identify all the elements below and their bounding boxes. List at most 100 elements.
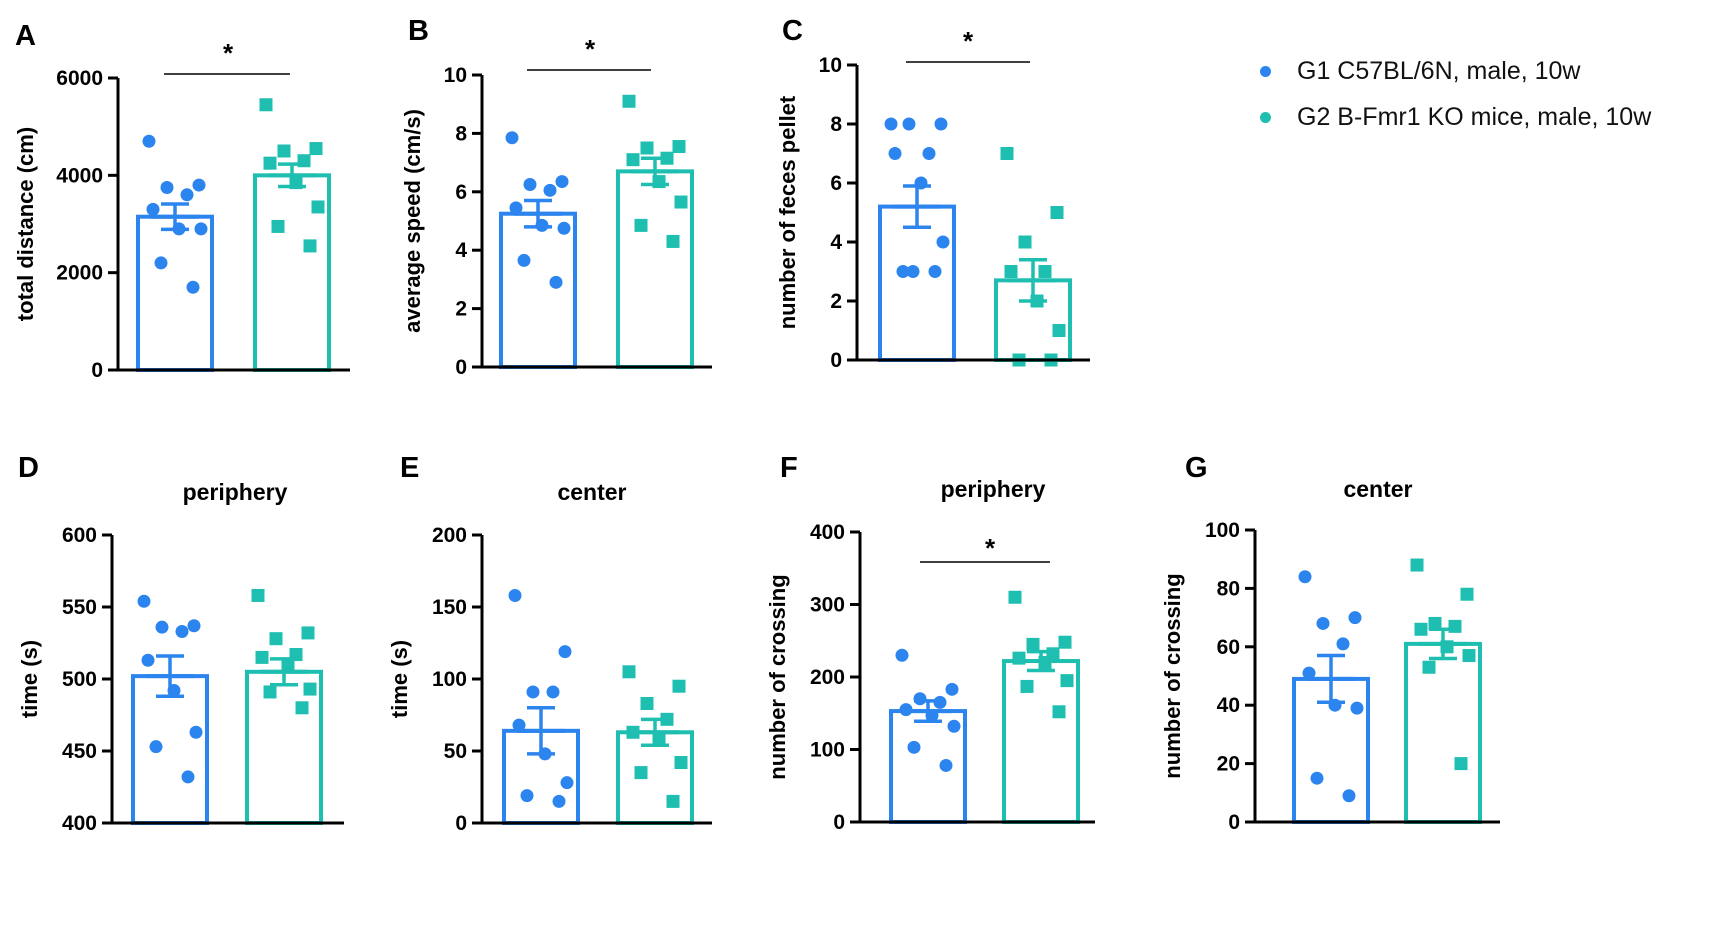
point-b-g1 [517,253,531,267]
point-a-g2 [311,200,325,214]
y-tick-label-b: 6 [455,181,467,204]
y-axis-label-f: number of crossing [765,574,790,779]
point-d-g1 [175,624,189,638]
point-b-g1 [509,201,523,215]
y-tick-label-d: 600 [62,524,97,547]
point-a-g2 [259,98,273,112]
legend-item-g1: G1 C57BL/6N, male, 10w [1252,48,1712,94]
y-tick-label-c: 2 [830,290,842,313]
point-d-g1 [189,725,203,739]
point-d-g2 [251,588,265,602]
point-a-g1 [192,178,206,192]
y-tick-label-f: 100 [810,739,845,762]
point-b-g1 [555,175,569,189]
point-c-g1 [888,147,902,160]
y-tick-label-d: 500 [62,668,97,691]
point-e-g2 [666,794,680,808]
legend-label-g1: G1 C57BL/6N, male, 10w [1297,56,1581,85]
y-axis-label-g: number of crossing [1160,573,1185,778]
point-g-g2 [1422,660,1436,674]
point-d-g1 [137,594,151,608]
y-tick-label-d: 400 [62,812,97,835]
point-c-g1 [928,265,942,278]
point-d-g1 [187,619,201,633]
point-d-g2 [301,626,315,640]
point-c-g1 [906,265,920,278]
y-tick-label-g: 80 [1217,577,1240,600]
point-a-g1 [180,188,194,202]
y-tick-label-a: 0 [91,359,103,382]
panel-letter-f: F [780,452,798,484]
point-a-g2 [277,144,291,158]
point-g-g2 [1462,649,1476,663]
point-c-g1 [902,117,916,131]
bar-c-g1 [878,204,956,362]
significance-star-c: * [963,26,974,56]
point-b-g2 [640,141,654,155]
y-tick-label-f: 400 [810,521,845,544]
bar-d-g1 [131,674,209,825]
y-tick-label-e: 50 [444,740,467,763]
point-e-g2 [634,766,648,780]
bar-b-g1 [499,211,577,369]
point-b-g2 [674,195,688,209]
point-d-g2 [295,701,309,715]
point-c-g1 [936,235,950,249]
point-f-g2 [1020,679,1034,693]
point-c-g2 [1000,147,1014,160]
point-e-g2 [672,679,686,693]
y-tick-label-a: 2000 [56,262,103,285]
point-e-g2 [640,696,654,710]
point-f-g1 [945,682,959,696]
point-e-g1 [520,789,534,803]
point-c-g1 [884,117,898,131]
point-d-g1 [155,620,169,634]
point-e-g1 [560,776,574,790]
point-b-g1 [505,131,519,145]
point-d-g2 [263,685,277,699]
point-a-g1 [160,181,174,194]
point-g-g2 [1410,558,1424,572]
point-g-g2 [1428,616,1442,630]
point-f-g2 [1058,635,1072,649]
y-tick-label-b: 8 [455,122,467,145]
point-d-g1 [141,653,155,667]
y-tick-label-e: 100 [432,668,467,691]
point-g-g2 [1454,757,1468,771]
y-tick-label-c: 8 [830,113,842,136]
point-e-g1 [552,794,566,808]
panel-title-f: periphery [941,476,1046,502]
y-tick-label-a: 4000 [56,164,103,187]
panel-letter-c: C [782,15,803,47]
point-e-g1 [558,645,572,659]
y-tick-label-f: 200 [810,666,845,689]
panel-letter-b: B [408,15,429,47]
legend: G1 C57BL/6N, male, 10w G2 B-Fmr1 KO mice… [1252,48,1712,140]
point-g-g1 [1316,616,1330,630]
legend-item-g2: G2 B-Fmr1 KO mice, male, 10w [1252,94,1712,140]
point-c-g2 [1004,265,1018,278]
legend-label-g2: G2 B-Fmr1 KO mice, male, 10w [1297,102,1652,131]
significance-star-b: * [585,34,596,64]
legend-marker-g1 [1260,65,1271,77]
point-f-g2 [1060,674,1074,688]
point-f-g1 [939,758,953,772]
point-d-g2 [255,650,269,664]
panel-title-e: center [557,479,626,505]
point-e-g1 [546,685,560,699]
point-a-g2 [303,239,317,253]
y-tick-label-b: 0 [455,356,467,379]
panel-title-g: center [1343,476,1412,502]
y-axis-label-e: time (s) [387,640,412,718]
panel-title-d: periphery [183,479,288,505]
point-f-g1 [907,740,921,754]
significance-star-f: * [985,533,996,563]
point-a-g1 [142,134,156,148]
y-tick-label-g: 60 [1217,636,1240,659]
point-g-g1 [1342,789,1356,803]
point-c-g2 [1052,324,1066,337]
point-f-g2 [1026,637,1040,651]
point-c-g1 [922,147,936,160]
panel-letter-d: D [18,452,39,484]
point-d-g1 [149,740,163,754]
